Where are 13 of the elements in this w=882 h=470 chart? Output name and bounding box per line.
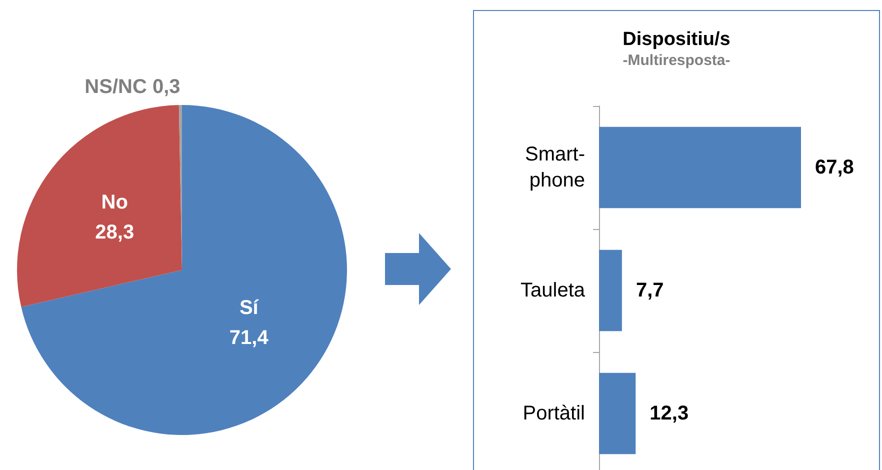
- data-label: 71,4: [229, 327, 270, 350]
- slice-label: NS/NC 0,3: [84, 76, 180, 98]
- data-label: 67,8: [815, 156, 854, 178]
- data-label: 28,3: [95, 221, 134, 244]
- slice-label: Sí: [239, 297, 260, 320]
- data-label: 12,3: [650, 402, 689, 424]
- y-tick-label: Tauleta: [520, 280, 586, 302]
- data-label: 7,7: [636, 280, 664, 302]
- y-tick-label: Portàtil: [522, 402, 585, 424]
- chart-subtitle: -Multiresposta-: [622, 52, 730, 69]
- chart-title: Dispositiu/s: [622, 29, 730, 50]
- slice-label: No: [101, 191, 128, 214]
- y-tick-label: Smart-phone: [525, 144, 585, 192]
